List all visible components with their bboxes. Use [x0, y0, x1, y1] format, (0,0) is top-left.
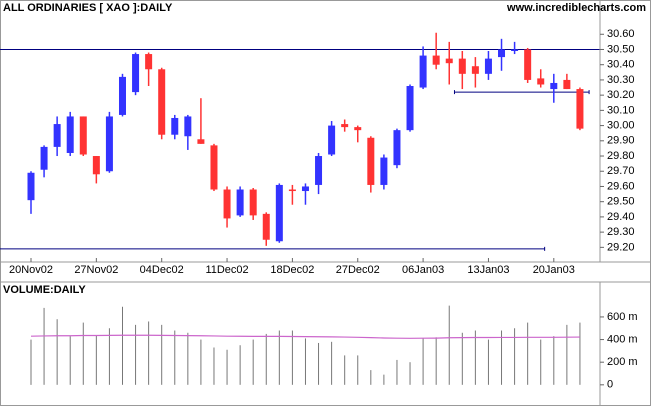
y-tick-label: 600 m [607, 311, 638, 323]
candle-body [393, 130, 401, 166]
candle-body [197, 139, 205, 144]
candle-body [210, 145, 218, 190]
y-tick-label: 29.30 [607, 226, 635, 238]
candle-body [419, 55, 427, 88]
y-tick-label: 29.20 [607, 241, 635, 253]
x-tick-label: 20Jan03 [533, 264, 575, 276]
candle-body [511, 49, 519, 52]
candle-body [458, 58, 466, 74]
y-tick-label: 30.00 [607, 119, 635, 131]
candle-body [275, 184, 283, 242]
x-tick-label: 18Dec02 [270, 264, 314, 276]
candle-body [576, 89, 584, 129]
x-tick-label: 27Dec02 [336, 264, 380, 276]
candle-body [92, 156, 100, 175]
y-tick-label: 400 m [607, 333, 638, 345]
candle-body [563, 79, 571, 90]
candle-body [341, 124, 349, 128]
volume-ma [30, 334, 580, 339]
candle-body [105, 116, 113, 172]
y-tick-label: 200 m [607, 356, 638, 368]
candle-body [498, 49, 506, 58]
candle-body [288, 189, 296, 192]
y-tick-label: 30.20 [607, 89, 635, 101]
x-tick-label: 11Dec02 [205, 264, 248, 276]
candle-body [79, 116, 87, 155]
candle-body [223, 189, 231, 219]
candle-body [27, 172, 35, 201]
x-tick-label: 20Nov02 [9, 264, 53, 276]
y-tick-label: 29.50 [607, 196, 635, 208]
y-tick-label: 29.70 [607, 165, 635, 177]
y-tick-label: 29.80 [607, 150, 635, 162]
x-tick-label: 06Jan03 [402, 264, 444, 276]
candle-body [158, 69, 166, 135]
candle-body [66, 116, 74, 153]
candle-body [249, 189, 257, 216]
y-tick-label: 30.40 [607, 59, 635, 71]
candle-body [262, 213, 270, 240]
y-tick-label: 29.90 [607, 135, 635, 147]
candle-body [537, 78, 545, 85]
y-tick-label: 30.30 [607, 74, 635, 86]
candle-body [354, 127, 362, 131]
y-tick-label: 29.40 [607, 211, 635, 223]
candle-body [236, 189, 244, 216]
volume-title: VOLUME:DAILY [3, 284, 86, 296]
candle-body [171, 117, 179, 135]
candle-body [145, 54, 153, 70]
candle-body [118, 76, 126, 115]
candle-body [432, 55, 440, 65]
candle-body [53, 124, 61, 147]
x-tick-label: 27Nov02 [74, 264, 118, 276]
chart-title: ALL ORDINARIES [ XAO ]:DAILY [3, 2, 173, 14]
candle-body [445, 58, 453, 64]
candle-body [550, 82, 558, 90]
candle-body [406, 86, 414, 131]
y-tick-label: 29.60 [607, 180, 635, 192]
y-tick-label: 0 [607, 379, 613, 391]
x-tick-label: 04Dec02 [140, 264, 184, 276]
source: www.incrediblecharts.com [506, 2, 646, 14]
candle-body [484, 58, 492, 74]
candle-body [132, 54, 140, 93]
candle-body [328, 125, 336, 155]
candle-body [184, 116, 192, 137]
candle-body [315, 156, 323, 185]
candle-body [471, 66, 479, 74]
x-tick-label: 13Jan03 [467, 264, 509, 276]
candle-body [301, 186, 309, 192]
y-tick-label: 30.60 [607, 28, 635, 40]
candle-body [40, 146, 48, 170]
candle-body [524, 49, 532, 80]
candle-body [380, 157, 388, 185]
candle-body [367, 137, 375, 185]
y-tick-label: 30.50 [607, 43, 635, 55]
y-tick-label: 30.10 [607, 104, 635, 116]
